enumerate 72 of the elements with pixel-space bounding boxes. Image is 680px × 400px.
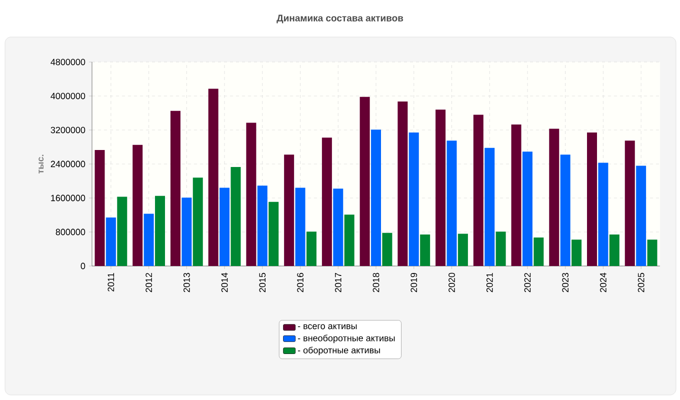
bar xyxy=(220,188,230,266)
bar xyxy=(522,152,532,266)
bar xyxy=(371,130,381,266)
bar xyxy=(144,214,154,266)
bar xyxy=(549,128,560,266)
bar xyxy=(598,162,608,266)
bar xyxy=(511,124,522,266)
bar xyxy=(230,166,241,266)
bar xyxy=(94,150,105,266)
bar xyxy=(182,198,192,266)
legend-label: - всего активы xyxy=(298,324,357,330)
bar xyxy=(360,96,370,266)
x-tick-label: 2012 xyxy=(146,272,152,292)
x-tick-label: 2018 xyxy=(372,272,380,292)
legend-label: - оборотные активы xyxy=(298,346,380,356)
bar xyxy=(496,232,506,266)
bar xyxy=(268,202,279,266)
y-tick-label: 4000000 xyxy=(50,92,86,100)
legend-label: - внеоборотные активы xyxy=(298,334,395,344)
bar xyxy=(408,132,419,266)
x-tick-label: 2020 xyxy=(448,272,455,292)
y-tick-label: 4800000 xyxy=(50,58,86,66)
bar xyxy=(192,178,203,266)
bar xyxy=(398,102,408,266)
bar xyxy=(106,218,116,266)
x-tick-label: 2022 xyxy=(524,272,531,292)
y-tick-label: 2400000 xyxy=(50,160,86,168)
x-tick-label: 2023 xyxy=(562,272,569,292)
y-tick-label: 0 xyxy=(80,262,86,270)
bar xyxy=(132,144,143,266)
x-tick-label: 2021 xyxy=(486,272,493,292)
bar xyxy=(208,88,218,266)
bar xyxy=(257,186,268,266)
y-tick-label: 1600000 xyxy=(51,194,86,202)
x-tick-label: 2024 xyxy=(600,272,606,292)
bar xyxy=(284,154,294,266)
bar xyxy=(624,140,635,266)
x-tick-label: 2014 xyxy=(221,272,228,292)
bar xyxy=(170,110,180,266)
bar xyxy=(295,188,306,266)
bar xyxy=(572,240,582,266)
x-tick-label: 2013 xyxy=(183,272,190,292)
x-tick-label: 2017 xyxy=(334,272,342,292)
bar xyxy=(647,240,658,266)
bar xyxy=(473,114,484,266)
y-tick-label: 800000 xyxy=(56,228,86,236)
bar xyxy=(534,238,544,266)
x-tick-label: 2011 xyxy=(108,272,114,292)
x-tick-label: 2025 xyxy=(638,272,644,292)
bar xyxy=(484,148,495,266)
bar xyxy=(382,232,392,266)
bar xyxy=(333,188,344,266)
bar xyxy=(587,132,598,266)
bar xyxy=(458,234,468,266)
y-axis-title: тыс. xyxy=(38,154,44,174)
bar xyxy=(560,154,570,266)
x-tick-label: 2015 xyxy=(259,272,266,292)
bar xyxy=(155,196,165,266)
y-tick-label: 3200000 xyxy=(50,126,86,134)
bar xyxy=(446,140,457,266)
bar xyxy=(117,196,128,266)
bar xyxy=(609,234,620,266)
x-tick-label: 2019 xyxy=(410,272,418,292)
bar xyxy=(636,166,646,266)
bar xyxy=(322,138,332,266)
bar xyxy=(420,234,430,266)
bar xyxy=(246,122,256,266)
bar xyxy=(436,110,446,266)
x-tick-label: 2016 xyxy=(297,272,304,292)
bar xyxy=(306,232,316,266)
bar xyxy=(344,214,354,266)
chart-title: Динамика состава активов xyxy=(276,14,404,24)
